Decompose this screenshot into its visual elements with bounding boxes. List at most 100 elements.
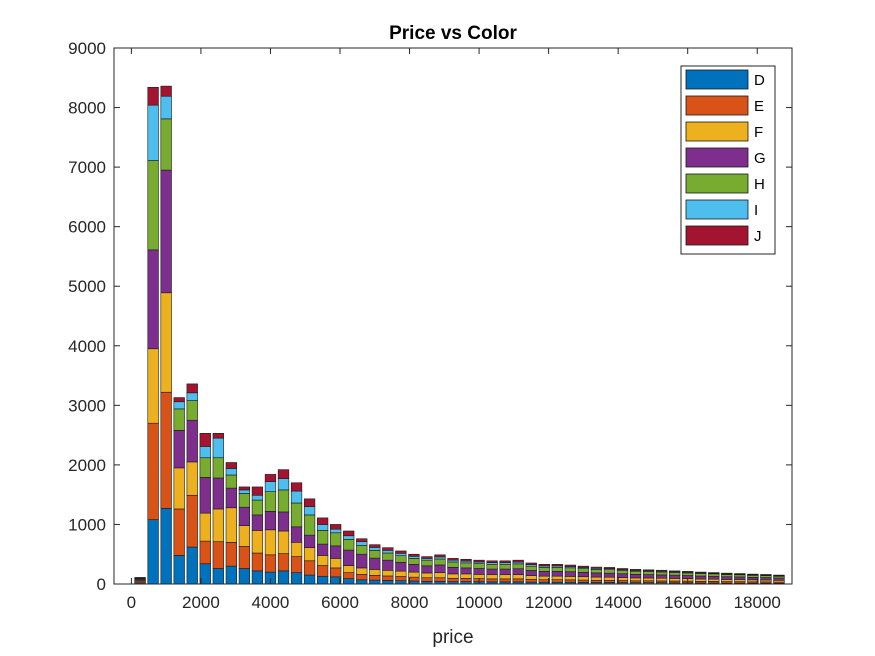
y-tick-label: 3000 (68, 396, 106, 415)
bar-J-26 (473, 559, 485, 563)
x-tick-label: 2000 (182, 593, 220, 612)
bar-J-22 (421, 556, 433, 559)
bar-F-44 (708, 578, 720, 582)
bar-J-3 (173, 397, 185, 403)
bar-J-11 (277, 469, 290, 479)
bar-G-12 (290, 526, 303, 543)
bar-E-17 (356, 574, 368, 581)
x-tick-label: 0 (127, 593, 136, 612)
bar-H-17 (356, 544, 368, 555)
bar-E-29 (512, 578, 524, 583)
bar-G-1 (147, 249, 159, 350)
bar-F-43 (695, 578, 707, 582)
x-tick-label: 18000 (734, 593, 781, 612)
bar-G-44 (708, 575, 720, 580)
bar-H-2 (160, 118, 172, 171)
bar-H-40 (655, 571, 668, 576)
bar-I-2 (160, 95, 172, 120)
bar-E-27 (486, 578, 498, 583)
bar-E-2 (160, 391, 172, 509)
bar-H-24 (447, 561, 459, 568)
bar-J-27 (486, 560, 498, 563)
legend-label-D: D (754, 72, 765, 89)
bar-H-27 (486, 563, 498, 570)
bar-F-40 (655, 577, 668, 582)
legend-swatch-G (685, 147, 749, 168)
bar-G-4 (186, 419, 198, 463)
y-tick-label: 2000 (68, 456, 106, 475)
bar-E-18 (369, 575, 381, 581)
bar-H-9 (251, 499, 264, 516)
bar-G-24 (447, 567, 459, 575)
bar-E-16 (343, 572, 355, 579)
bar-I-3 (173, 401, 185, 410)
bar-H-31 (538, 567, 550, 572)
bar-H-34 (577, 568, 590, 573)
bar-G-7 (225, 487, 237, 509)
bar-H-28 (499, 563, 511, 570)
bar-H-11 (277, 489, 290, 513)
bar-H-46 (734, 574, 746, 578)
bar-I-16 (343, 535, 355, 540)
y-tick-label: 0 (97, 575, 106, 594)
bar-G-32 (551, 571, 563, 577)
bar-stacks (134, 85, 785, 585)
bar-F-9 (251, 530, 264, 554)
bar-J-16 (343, 530, 355, 537)
bar-H-6 (212, 457, 224, 479)
bar-H-13 (303, 514, 316, 536)
bar-F-41 (669, 578, 681, 582)
bar-F-13 (303, 547, 316, 562)
bar-I-14 (316, 524, 329, 531)
bar-G-45 (721, 576, 733, 580)
legend-label-H: H (754, 176, 765, 193)
bar-J-18 (369, 544, 381, 548)
bar-J-17 (356, 538, 368, 543)
bar-J-28 (499, 560, 511, 563)
bar-F-17 (356, 567, 368, 575)
bar-J-46 (734, 573, 746, 575)
bar-I-11 (277, 478, 290, 491)
bar-G-48 (760, 577, 772, 581)
bar-E-14 (316, 565, 329, 577)
bar-J-21 (408, 553, 420, 557)
bar-J-7 (225, 462, 237, 469)
bar-H-33 (564, 567, 576, 573)
y-tick-label: 9000 (68, 39, 106, 58)
bar-G-14 (316, 543, 329, 556)
bar-G-15 (330, 545, 342, 559)
bar-H-5 (199, 457, 211, 478)
bar-G-11 (277, 511, 290, 532)
legend-swatch-D (685, 69, 749, 90)
bar-H-42 (682, 572, 694, 576)
bar-J-40 (655, 569, 668, 572)
bar-H-20 (395, 555, 407, 563)
bar-F-11 (277, 530, 290, 554)
bar-H-4 (186, 400, 198, 421)
bar-H-23 (434, 558, 446, 566)
bar-J-13 (303, 498, 316, 507)
bar-G-40 (655, 574, 668, 579)
bar-J-6 (212, 433, 224, 439)
bar-F-36 (603, 576, 616, 581)
bar-I-1 (147, 104, 159, 161)
bar-H-32 (551, 567, 563, 572)
bar-E-13 (303, 560, 316, 576)
bar-J-45 (721, 572, 733, 575)
bar-G-16 (343, 549, 355, 566)
bar-H-19 (382, 552, 394, 561)
bar-H-3 (173, 408, 185, 431)
bar-I-5 (199, 446, 211, 459)
bar-G-5 (199, 477, 211, 514)
bar-I-13 (303, 506, 316, 516)
bar-G-34 (577, 572, 590, 578)
x-tick-label: 14000 (595, 593, 642, 612)
bar-G-46 (734, 576, 746, 580)
bar-G-49 (773, 577, 785, 581)
bar-I-15 (330, 528, 342, 534)
bar-D-9 (251, 570, 264, 585)
bar-G-28 (499, 568, 511, 576)
bar-F-46 (734, 579, 746, 582)
bar-I-18 (369, 547, 381, 551)
